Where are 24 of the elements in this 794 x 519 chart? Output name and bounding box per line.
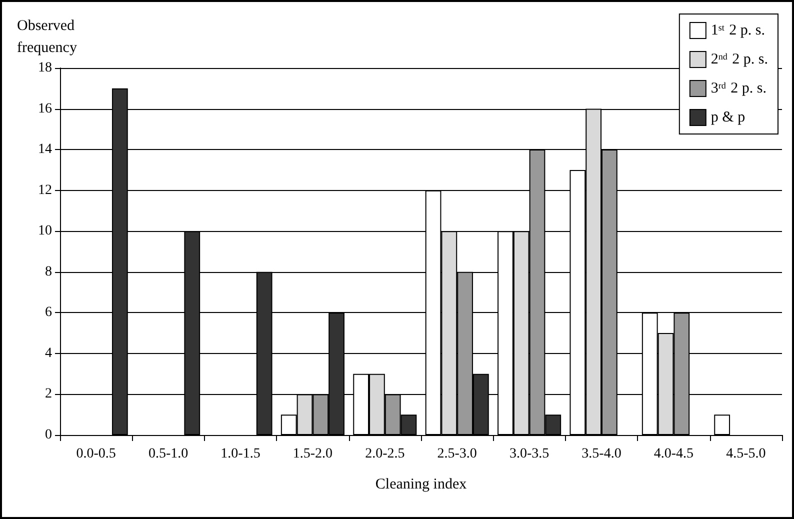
y-tick-label: 8 bbox=[45, 264, 52, 280]
x-tick-label: 2.5-3.0 bbox=[437, 446, 477, 462]
x-axis-title: Cleaning index bbox=[375, 476, 468, 492]
x-tick-label: 3.0-3.5 bbox=[509, 446, 550, 462]
x-tick-label: 2.0-2.5 bbox=[365, 446, 405, 462]
bar bbox=[714, 414, 730, 435]
x-tick-label: 4.0-4.5 bbox=[654, 446, 694, 462]
y-tick-label: 18 bbox=[38, 60, 52, 76]
x-tick-label: 0.0-0.5 bbox=[76, 446, 116, 462]
legend-label: p & p bbox=[710, 110, 746, 126]
y-tick-label: 10 bbox=[38, 224, 52, 239]
x-tick-label: 4.5-5.0 bbox=[726, 446, 766, 462]
y-axis-title: Observed frequency bbox=[17, 18, 78, 56]
y-tick-label: 0 bbox=[45, 428, 52, 442]
y-tick-label: 16 bbox=[38, 101, 52, 116]
x-tick-label: 1.5-2.0 bbox=[292, 446, 333, 462]
y-tick-label: 12 bbox=[38, 182, 52, 198]
x-tick-label: 1.0-1.5 bbox=[220, 446, 260, 462]
y-tick-label: 2 bbox=[45, 386, 52, 402]
x-tick-label: 3.5-4.0 bbox=[582, 446, 622, 462]
y-tick-label: 14 bbox=[38, 142, 52, 158]
x-tick-label: 0.5-1.0 bbox=[148, 446, 188, 462]
y-tick-label: 4 bbox=[45, 346, 52, 361]
y-tick-label: 6 bbox=[45, 305, 52, 320]
